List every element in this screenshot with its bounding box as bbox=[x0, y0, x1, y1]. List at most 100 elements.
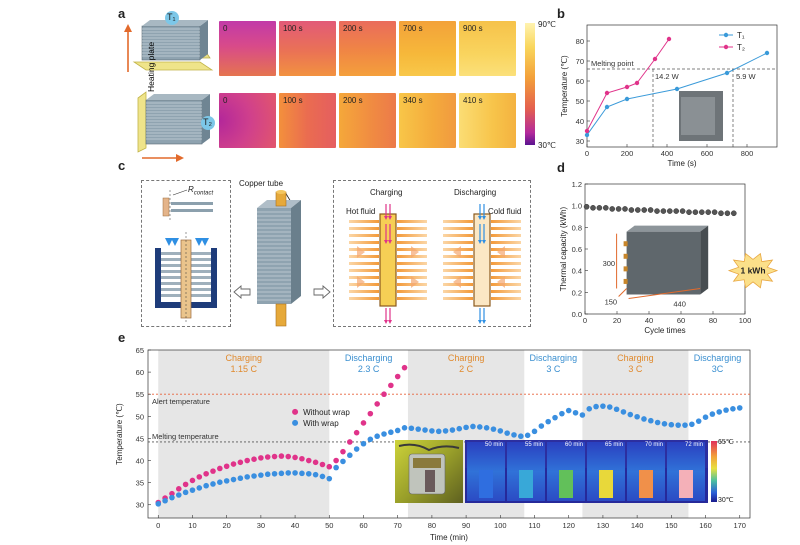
data-point bbox=[497, 428, 504, 434]
data-point bbox=[705, 209, 711, 215]
data-point bbox=[647, 207, 654, 213]
y-tick-label: 50 bbox=[576, 97, 584, 106]
plot-frame bbox=[586, 24, 778, 148]
data-point bbox=[230, 461, 237, 467]
x-tick-label: 20 bbox=[222, 521, 230, 530]
data-point bbox=[615, 206, 622, 212]
inset-cell-bar bbox=[479, 470, 493, 498]
data-point bbox=[449, 427, 456, 433]
x-tick-label: 0 bbox=[156, 521, 160, 530]
inset-thermal-cell: 65 min bbox=[587, 442, 625, 501]
data-point bbox=[641, 207, 647, 213]
cold-fluid-label: Cold fluid bbox=[488, 207, 522, 216]
data-point bbox=[264, 471, 271, 478]
x-tick-label: 400 bbox=[661, 149, 674, 158]
chart-d: 0 20 40 60 80 100 0.0 0.2 0.4 0.6 0.8 1.0 1.2 Cycle t… bbox=[559, 180, 779, 335]
x-tick-label: 200 bbox=[621, 149, 634, 158]
data-point bbox=[624, 84, 630, 90]
y-tick-label: 30 bbox=[576, 137, 584, 146]
data-point bbox=[583, 203, 590, 210]
data-point bbox=[603, 205, 609, 211]
x-tick-label: 80 bbox=[709, 316, 717, 325]
x-axis-label: Cycle times bbox=[644, 326, 685, 335]
phase-rate: 3 C bbox=[628, 364, 643, 374]
data-point bbox=[388, 429, 394, 436]
thermal-image: 340 s bbox=[399, 93, 456, 148]
data-point bbox=[673, 208, 679, 214]
data-point bbox=[695, 418, 702, 424]
y-tick-label: 65 bbox=[136, 346, 144, 355]
x-tick-label: 150 bbox=[665, 521, 678, 530]
data-point bbox=[203, 482, 209, 489]
data-point bbox=[682, 422, 688, 428]
colorbar-a-max: 90℃ bbox=[538, 20, 556, 29]
legend-label: With wrap bbox=[303, 419, 339, 428]
thermal-image: 0 bbox=[219, 93, 276, 148]
panel-a-schematic: Heating plate bbox=[124, 11, 215, 162]
data-point bbox=[237, 475, 244, 482]
module-terminal bbox=[623, 253, 628, 259]
data-point bbox=[394, 427, 401, 434]
y-tick-label: 60 bbox=[576, 77, 584, 86]
stack-bottom-illustration bbox=[137, 91, 210, 153]
dim-label: 440 bbox=[673, 300, 686, 309]
x-tick-label: 170 bbox=[733, 521, 746, 530]
x-tick-label: 120 bbox=[562, 521, 575, 530]
data-point bbox=[524, 432, 531, 439]
kwh-badge-label: 1 kWh bbox=[740, 266, 765, 276]
data-point bbox=[264, 454, 271, 460]
data-point bbox=[470, 423, 476, 430]
rcontact-symbol: R bbox=[188, 185, 194, 194]
x-tick-label: 90 bbox=[462, 521, 470, 530]
data-point bbox=[716, 409, 723, 415]
y-tick-label: 55 bbox=[136, 390, 144, 399]
data-point bbox=[203, 470, 209, 477]
legend-marker bbox=[292, 408, 299, 415]
dim-arrow-150 bbox=[618, 288, 627, 297]
data-point bbox=[360, 420, 367, 426]
data-point bbox=[353, 446, 360, 452]
x-tick-label: 110 bbox=[529, 521, 541, 530]
data-point bbox=[210, 481, 216, 487]
thermal-image: 200 s bbox=[339, 93, 396, 148]
data-point bbox=[660, 208, 667, 214]
inset-cell-bar bbox=[519, 470, 533, 498]
legend-marker bbox=[292, 419, 299, 426]
thermal-time-label: 700 s bbox=[403, 24, 423, 33]
contact-schematic bbox=[155, 189, 217, 324]
phase-rate: 3C bbox=[712, 364, 724, 374]
data-point bbox=[724, 70, 730, 76]
panel-b-label: b bbox=[557, 6, 565, 21]
data-point bbox=[624, 96, 630, 102]
module-front-face bbox=[626, 231, 701, 295]
hot-fluid-label: Hot fluid bbox=[346, 207, 376, 216]
data-point bbox=[292, 470, 298, 476]
data-point bbox=[312, 471, 319, 478]
data-point bbox=[374, 433, 380, 440]
series-line-1 bbox=[586, 52, 768, 136]
data-point bbox=[490, 426, 497, 432]
phase-name: Discharging bbox=[694, 353, 742, 363]
arrow-right-outline-icon bbox=[313, 285, 331, 299]
rcontact-subscript: contact bbox=[193, 190, 214, 197]
thermal-time-label: 0 bbox=[223, 24, 228, 33]
data-point bbox=[442, 428, 449, 434]
copper-tube-label: Copper tube bbox=[239, 179, 284, 188]
thermal-time-label: 100 s bbox=[283, 96, 303, 105]
data-point bbox=[401, 425, 408, 431]
y-tick-label: 45 bbox=[136, 434, 144, 443]
data-point bbox=[237, 459, 244, 466]
data-point bbox=[702, 414, 709, 420]
data-point bbox=[285, 453, 292, 460]
data-point bbox=[622, 206, 628, 212]
phase-rate: 1.15 C bbox=[231, 364, 258, 374]
data-point bbox=[590, 205, 596, 211]
phase-rate: 2.3 C bbox=[358, 364, 380, 374]
legend-label: T₁ bbox=[737, 31, 745, 40]
data-point bbox=[169, 490, 175, 497]
legend-marker bbox=[723, 44, 729, 50]
data-point bbox=[730, 406, 736, 412]
charging-fins bbox=[349, 204, 427, 324]
x-tick-label: 70 bbox=[394, 521, 402, 530]
x-tick-label: 40 bbox=[645, 316, 653, 325]
